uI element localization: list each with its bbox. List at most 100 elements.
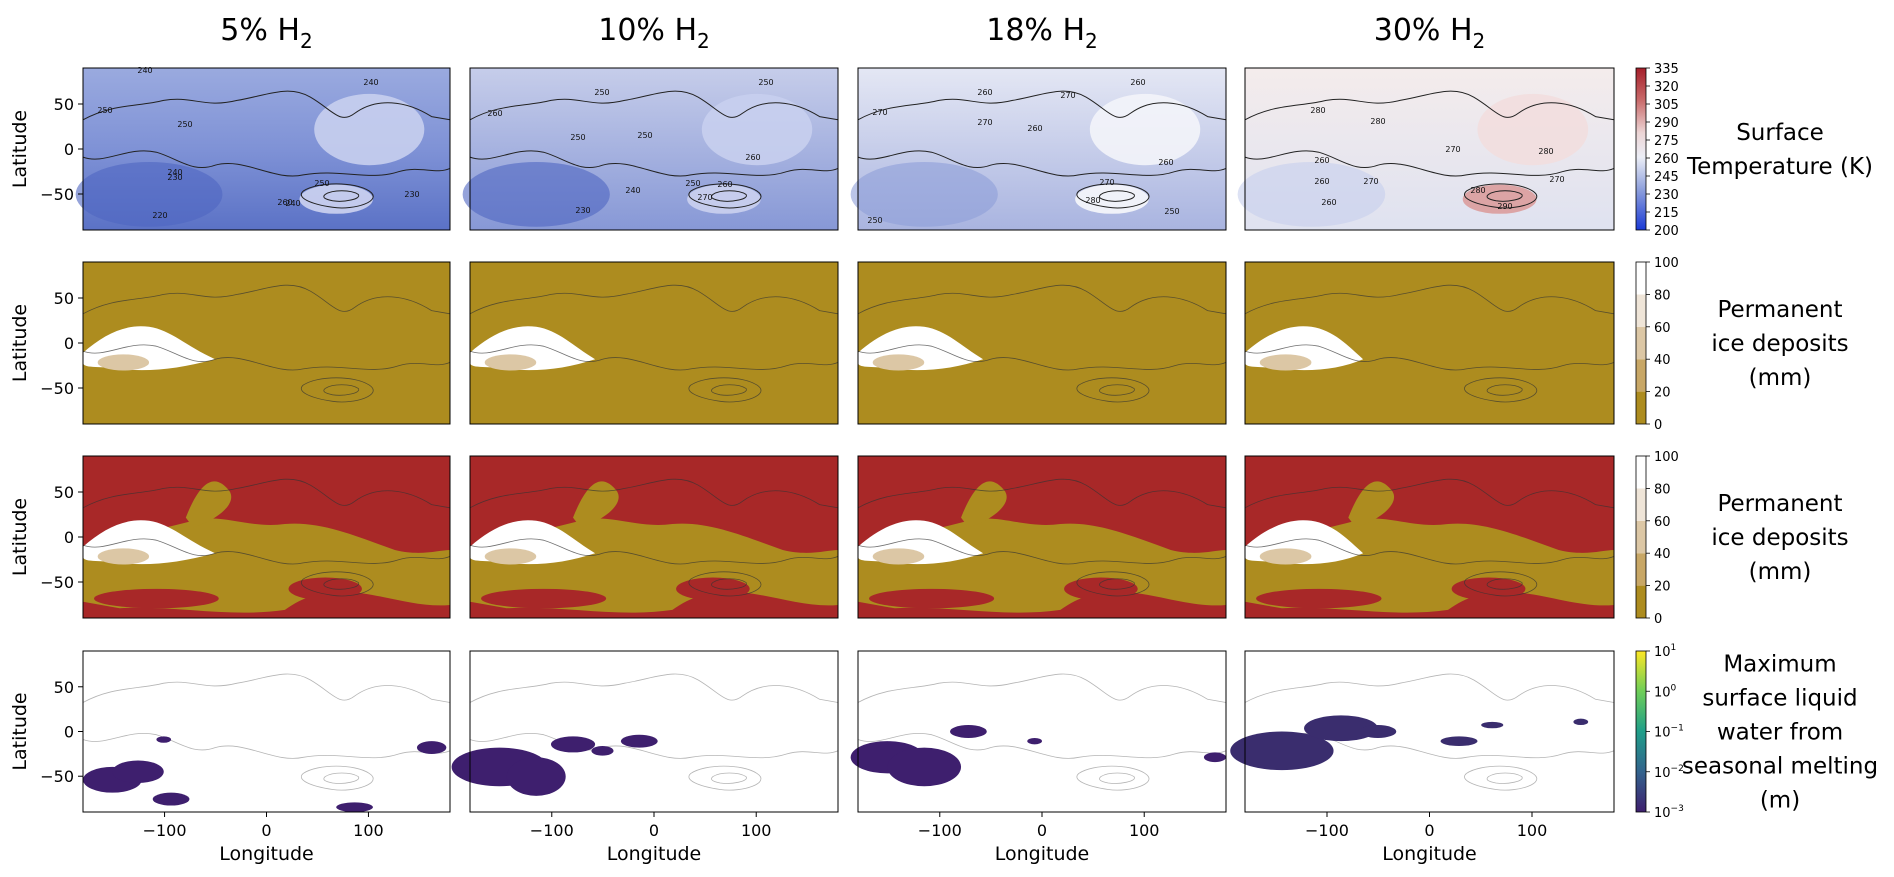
panel-water-2 [850,650,1227,813]
topo-contour [323,772,360,784]
topo-contour [469,733,839,759]
meltwater-patch [112,760,164,784]
warm-region [1477,93,1589,166]
y-axis-label: Latitude [9,692,31,770]
panel-frame [1244,455,1615,619]
contour-label: 250 [594,88,609,97]
topo-contour [323,384,360,396]
meltwater-patch [950,725,987,738]
topo-contour [1099,578,1135,590]
topo-contour [1076,377,1150,403]
contour-label: 250 [97,106,112,115]
y-tick-label: −50 [40,767,74,786]
meltwater-patch [887,747,962,787]
row-label: ice deposits [1711,331,1848,357]
y-axis-label: Latitude [9,110,31,188]
topo-contour [301,571,374,597]
row-label: (mm) [1749,365,1812,391]
x-tick-label: 0 [1424,821,1434,840]
meltwater-patch [1440,736,1478,746]
row-label: Permanent [1717,297,1842,323]
colorbar-water: 101 100 10−1 10−2 10−3 [1635,643,1684,821]
colorbar-frame [1635,261,1647,425]
colorbar-tick-label: 230 [1654,188,1679,203]
panel-water-3 [1230,650,1615,813]
y-tick-label: 50 [54,678,74,697]
colorbar-tick-label: 80 [1654,288,1671,303]
contour-line [710,190,747,202]
row-label: (mm) [1749,559,1812,585]
topo-contour [688,765,762,791]
colorbar-tick-label: 335 [1654,62,1679,77]
land-region [1348,481,1395,528]
colorbar-tick-label: 80 [1654,482,1671,497]
colorbar-segment [1636,520,1646,554]
contour-label: 240 [137,66,152,75]
contour-label: 270 [1099,178,1114,187]
topo-contour [1099,772,1135,784]
panel-background [858,651,1226,812]
topo-contour [711,578,747,590]
contour-label: 230 [575,206,590,215]
contour-label: 230 [167,173,182,182]
ice-deposit-thin [97,548,150,565]
contour-label: 240 [363,78,378,87]
x-axis-label: Longitude [995,843,1090,865]
topo-contour [469,478,839,509]
y-tick-label: 0 [64,528,74,547]
row-label: ice deposits [1711,525,1848,551]
panel-frame [1244,261,1615,425]
panel-temp-3: 280 280 270 260 260 260 270 280 290 270 280 [1237,67,1615,231]
topo-contour [1244,284,1615,315]
colorbar-segment [1636,326,1646,360]
colorbar-tick-label: 0 [1654,418,1662,433]
contour-label: 230 [404,190,419,199]
meltwater-patch [591,745,614,756]
dry-region [676,577,750,601]
topo-contour [857,733,1227,759]
contour-line [857,150,1227,177]
row-label: Maximum [1723,652,1836,678]
colorbar-tick-label: 40 [1654,353,1671,368]
y-tick-label: 0 [64,140,74,159]
contour-line [469,150,839,177]
panel-frame [857,455,1227,619]
colorbar-segment [1636,391,1646,424]
panel-frame [469,67,839,231]
contour-label: 260 [1314,156,1329,165]
colorbar-ice2: 100 80 60 40 20 0 [1635,450,1679,627]
row-label: surface liquid [1702,686,1857,712]
contour-label: 250 [685,179,700,188]
colorbar-gradient [1635,650,1647,813]
panel-ice-1 [469,261,839,425]
contour-label: 260 [487,109,502,118]
panel-ice-3 [1244,261,1615,425]
land-region [185,481,232,528]
x-tick-label: 100 [353,821,384,840]
x-tick-label: −100 [530,821,574,840]
x-tick-label: 100 [741,821,772,840]
meltwater-patch [156,736,172,743]
panel-temp-2: 260 270 270 270 260 270 280 260 250 250 260 [850,67,1227,231]
column-title: 5% H2 [220,13,312,53]
topo-contour [711,384,747,396]
x-axis-label: Longitude [1382,843,1477,865]
topo-contour [323,578,360,590]
ice-deposit-thin [97,354,150,371]
y-tick-label: 50 [54,95,74,114]
panel-ice2-2 [857,455,1227,619]
topo-contour [857,673,1227,703]
contour-label: 270 [1445,145,1460,154]
colorbar-tick-label: 260 [1654,152,1679,167]
colorbar-ice: 100 80 60 40 20 0 [1635,256,1679,433]
colorbar-gradient [1635,67,1647,231]
meltwater-patch [1027,737,1042,745]
cold-region [850,161,998,227]
meltwater-patch [416,741,447,755]
contour-label: 280 [1370,117,1385,126]
colorbar-tick-label: 320 [1654,80,1679,95]
colorbar-segment [1636,262,1646,295]
cold-region [75,161,223,227]
contour-label: 250 [1164,207,1179,216]
topo-contour [711,772,747,784]
